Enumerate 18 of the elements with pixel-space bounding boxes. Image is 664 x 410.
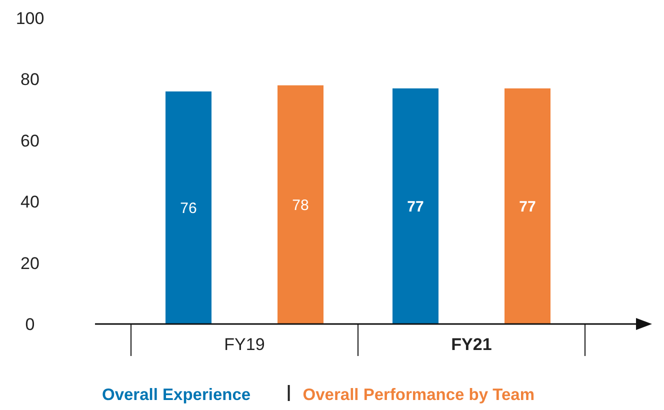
data-label: 76: [180, 200, 197, 217]
y-tick-label: 60: [20, 131, 40, 150]
x-tick-label: FY19: [224, 335, 265, 354]
bar: [504, 88, 550, 324]
data-label: 77: [407, 198, 424, 216]
y-tick-label: 0: [25, 314, 35, 334]
y-tick-label: 20: [20, 254, 40, 273]
text: Overall Performance by Team: [302, 386, 535, 404]
text: Overall Experience: [102, 386, 251, 404]
bar: [278, 85, 324, 324]
bar: [392, 88, 438, 324]
bar: [166, 91, 212, 324]
y-tick-label: 80: [20, 70, 40, 90]
y-tick-label: 40: [20, 192, 40, 212]
y-tick-label: 100: [16, 8, 44, 28]
x-tick-label: FY21: [451, 335, 492, 354]
data-label: 77: [519, 198, 536, 216]
data-label: 78: [292, 196, 309, 214]
